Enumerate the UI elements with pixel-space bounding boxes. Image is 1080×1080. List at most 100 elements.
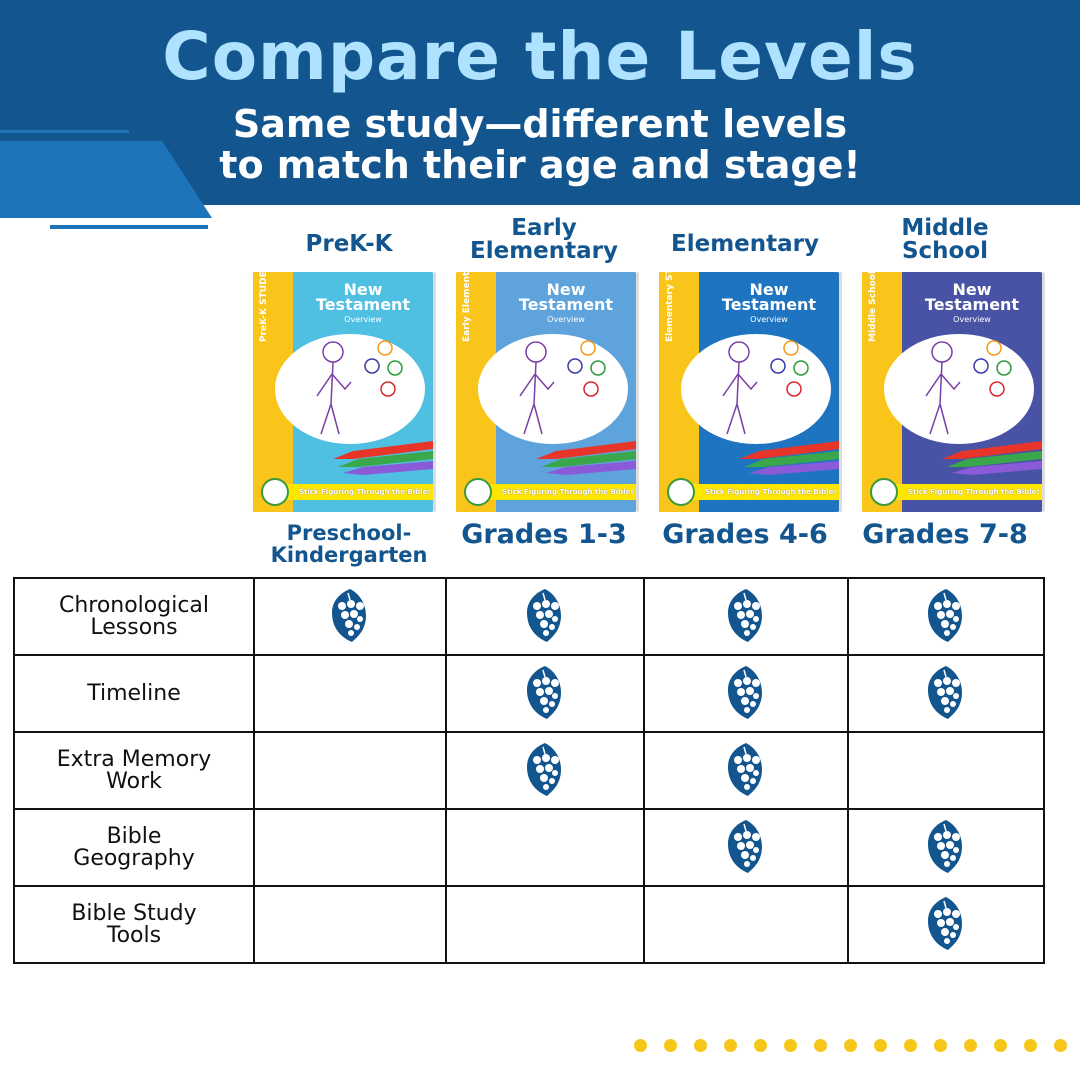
cover-title-2: Testament: [518, 295, 614, 314]
feature-cell: [445, 654, 645, 733]
feature-row: Bible Study Tools: [13, 885, 1045, 964]
feature-cell: [847, 731, 1045, 810]
cover-level-label: Early Elementary STUDENT: [462, 272, 472, 342]
feature-cell: [847, 808, 1045, 887]
cover-level-label: Elementary STUDENT: [665, 272, 675, 342]
level-heading: PreK-K: [305, 231, 393, 257]
feature-row: Chronological Lessons: [13, 577, 1045, 656]
grape-leaf-icon: [728, 588, 762, 642]
cover-title: New Testament Overview: [902, 282, 1042, 327]
feature-label: Chronological Lessons: [58, 592, 210, 640]
grape-leaf-icon: [527, 588, 561, 642]
decor-dot: [874, 1039, 887, 1052]
grape-leaf-icon: [928, 819, 962, 873]
grape-leaf-icon: [928, 588, 962, 642]
feature-cell: [643, 654, 849, 733]
decor-dot: [994, 1039, 1007, 1052]
cover-subtitle: Overview: [344, 315, 382, 324]
decor-dot: [754, 1039, 767, 1052]
feature-cell: [445, 808, 645, 887]
feature-cell: [253, 808, 447, 887]
page-title: Compare the Levels: [162, 18, 918, 95]
stick-figure-illustration: [884, 334, 1034, 444]
comparison-table: Chronological Lessons Timeline Extra Memor…: [13, 577, 1045, 964]
feature-cell: [253, 885, 447, 964]
decor-dots: [634, 1039, 1067, 1052]
cover-tagline: Stick Figuring Through the Bible!: [872, 484, 1042, 500]
pencils-illustration: [333, 441, 433, 475]
decor-dot: [904, 1039, 917, 1052]
decor-dot: [784, 1039, 797, 1052]
book-cover: Middle School STUDENT New Testament Overvi…: [862, 272, 1042, 512]
feature-label: Extra Memory Work: [56, 746, 212, 794]
decor-dot: [1054, 1039, 1067, 1052]
decor-dot: [964, 1039, 977, 1052]
feature-cell: [643, 885, 849, 964]
subtitle-line2: to match their age and stage!: [219, 143, 861, 187]
feature-row: Bible Geography: [13, 808, 1045, 887]
grade-range: Grades 1-3: [461, 519, 627, 550]
feature-cell: [253, 577, 447, 656]
decor-dot: [844, 1039, 857, 1052]
cover-title: New Testament Overview: [293, 282, 433, 327]
feature-label: Timeline: [87, 680, 181, 706]
feature-cell: [847, 885, 1045, 964]
pencils-illustration: [536, 441, 636, 475]
cover-tagline: Stick Figuring Through the Bible!: [466, 484, 636, 500]
cover-title-2: Testament: [315, 295, 411, 314]
cover-level-label: Middle School STUDENT: [868, 272, 878, 342]
grapevine-logo: [667, 478, 695, 506]
cover-title-2: Testament: [721, 295, 817, 314]
feature-cell: [445, 577, 645, 656]
decor-dot: [694, 1039, 707, 1052]
feature-row: Extra Memory Work: [13, 731, 1045, 810]
feature-cell: [847, 577, 1045, 656]
feature-cell: [445, 731, 645, 810]
level-heading: Early Elementary: [470, 215, 618, 264]
book-cover: Early Elementary STUDENT New Testament Ove…: [456, 272, 636, 512]
pencils-illustration: [942, 441, 1042, 475]
grade-range: Preschool-Kindergarten: [270, 521, 428, 567]
feature-label: Bible Geography: [73, 823, 195, 871]
decor-dot: [1024, 1039, 1037, 1052]
grape-leaf-icon: [928, 896, 962, 950]
cover-title: New Testament Overview: [496, 282, 636, 327]
cover-level-label: PreK-K STUDENT: [259, 272, 269, 342]
decor-line: [50, 225, 208, 229]
decor-dot: [664, 1039, 677, 1052]
feature-cell: [643, 731, 849, 810]
cover-title-2: Testament: [924, 295, 1020, 314]
subtitle-line1: Same study—different levels: [232, 102, 848, 146]
grape-leaf-icon: [527, 742, 561, 796]
grape-leaf-icon: [728, 742, 762, 796]
pencils-illustration: [739, 441, 839, 475]
cover-title: New Testament Overview: [699, 282, 839, 327]
feature-label: Bible Study Tools: [71, 900, 197, 948]
feature-row: Timeline: [13, 654, 1045, 733]
decor-dot: [724, 1039, 737, 1052]
decor-dot: [814, 1039, 827, 1052]
cover-subtitle: Overview: [547, 315, 585, 324]
decor-line: [0, 130, 129, 133]
grape-leaf-icon: [527, 665, 561, 719]
feature-cell: [643, 577, 849, 656]
level-heading: Elementary: [671, 231, 819, 257]
grapevine-logo: [870, 478, 898, 506]
feature-cell: [445, 885, 645, 964]
feature-cell: [847, 654, 1045, 733]
cover-title-1: New: [343, 280, 383, 299]
stick-figure-illustration: [478, 334, 628, 444]
grade-range: Grades 4-6: [662, 519, 828, 550]
level-heading: Middle School: [901, 215, 989, 264]
grapevine-logo: [261, 478, 289, 506]
grapevine-logo: [464, 478, 492, 506]
stick-figure-illustration: [681, 334, 831, 444]
decor-dot: [634, 1039, 647, 1052]
grape-leaf-icon: [728, 819, 762, 873]
feature-cell: [643, 808, 849, 887]
cover-title-1: New: [952, 280, 992, 299]
grape-leaf-icon: [728, 665, 762, 719]
stick-figure-illustration: [275, 334, 425, 444]
grape-leaf-icon: [332, 588, 366, 642]
cover-tagline: Stick Figuring Through the Bible!: [669, 484, 839, 500]
